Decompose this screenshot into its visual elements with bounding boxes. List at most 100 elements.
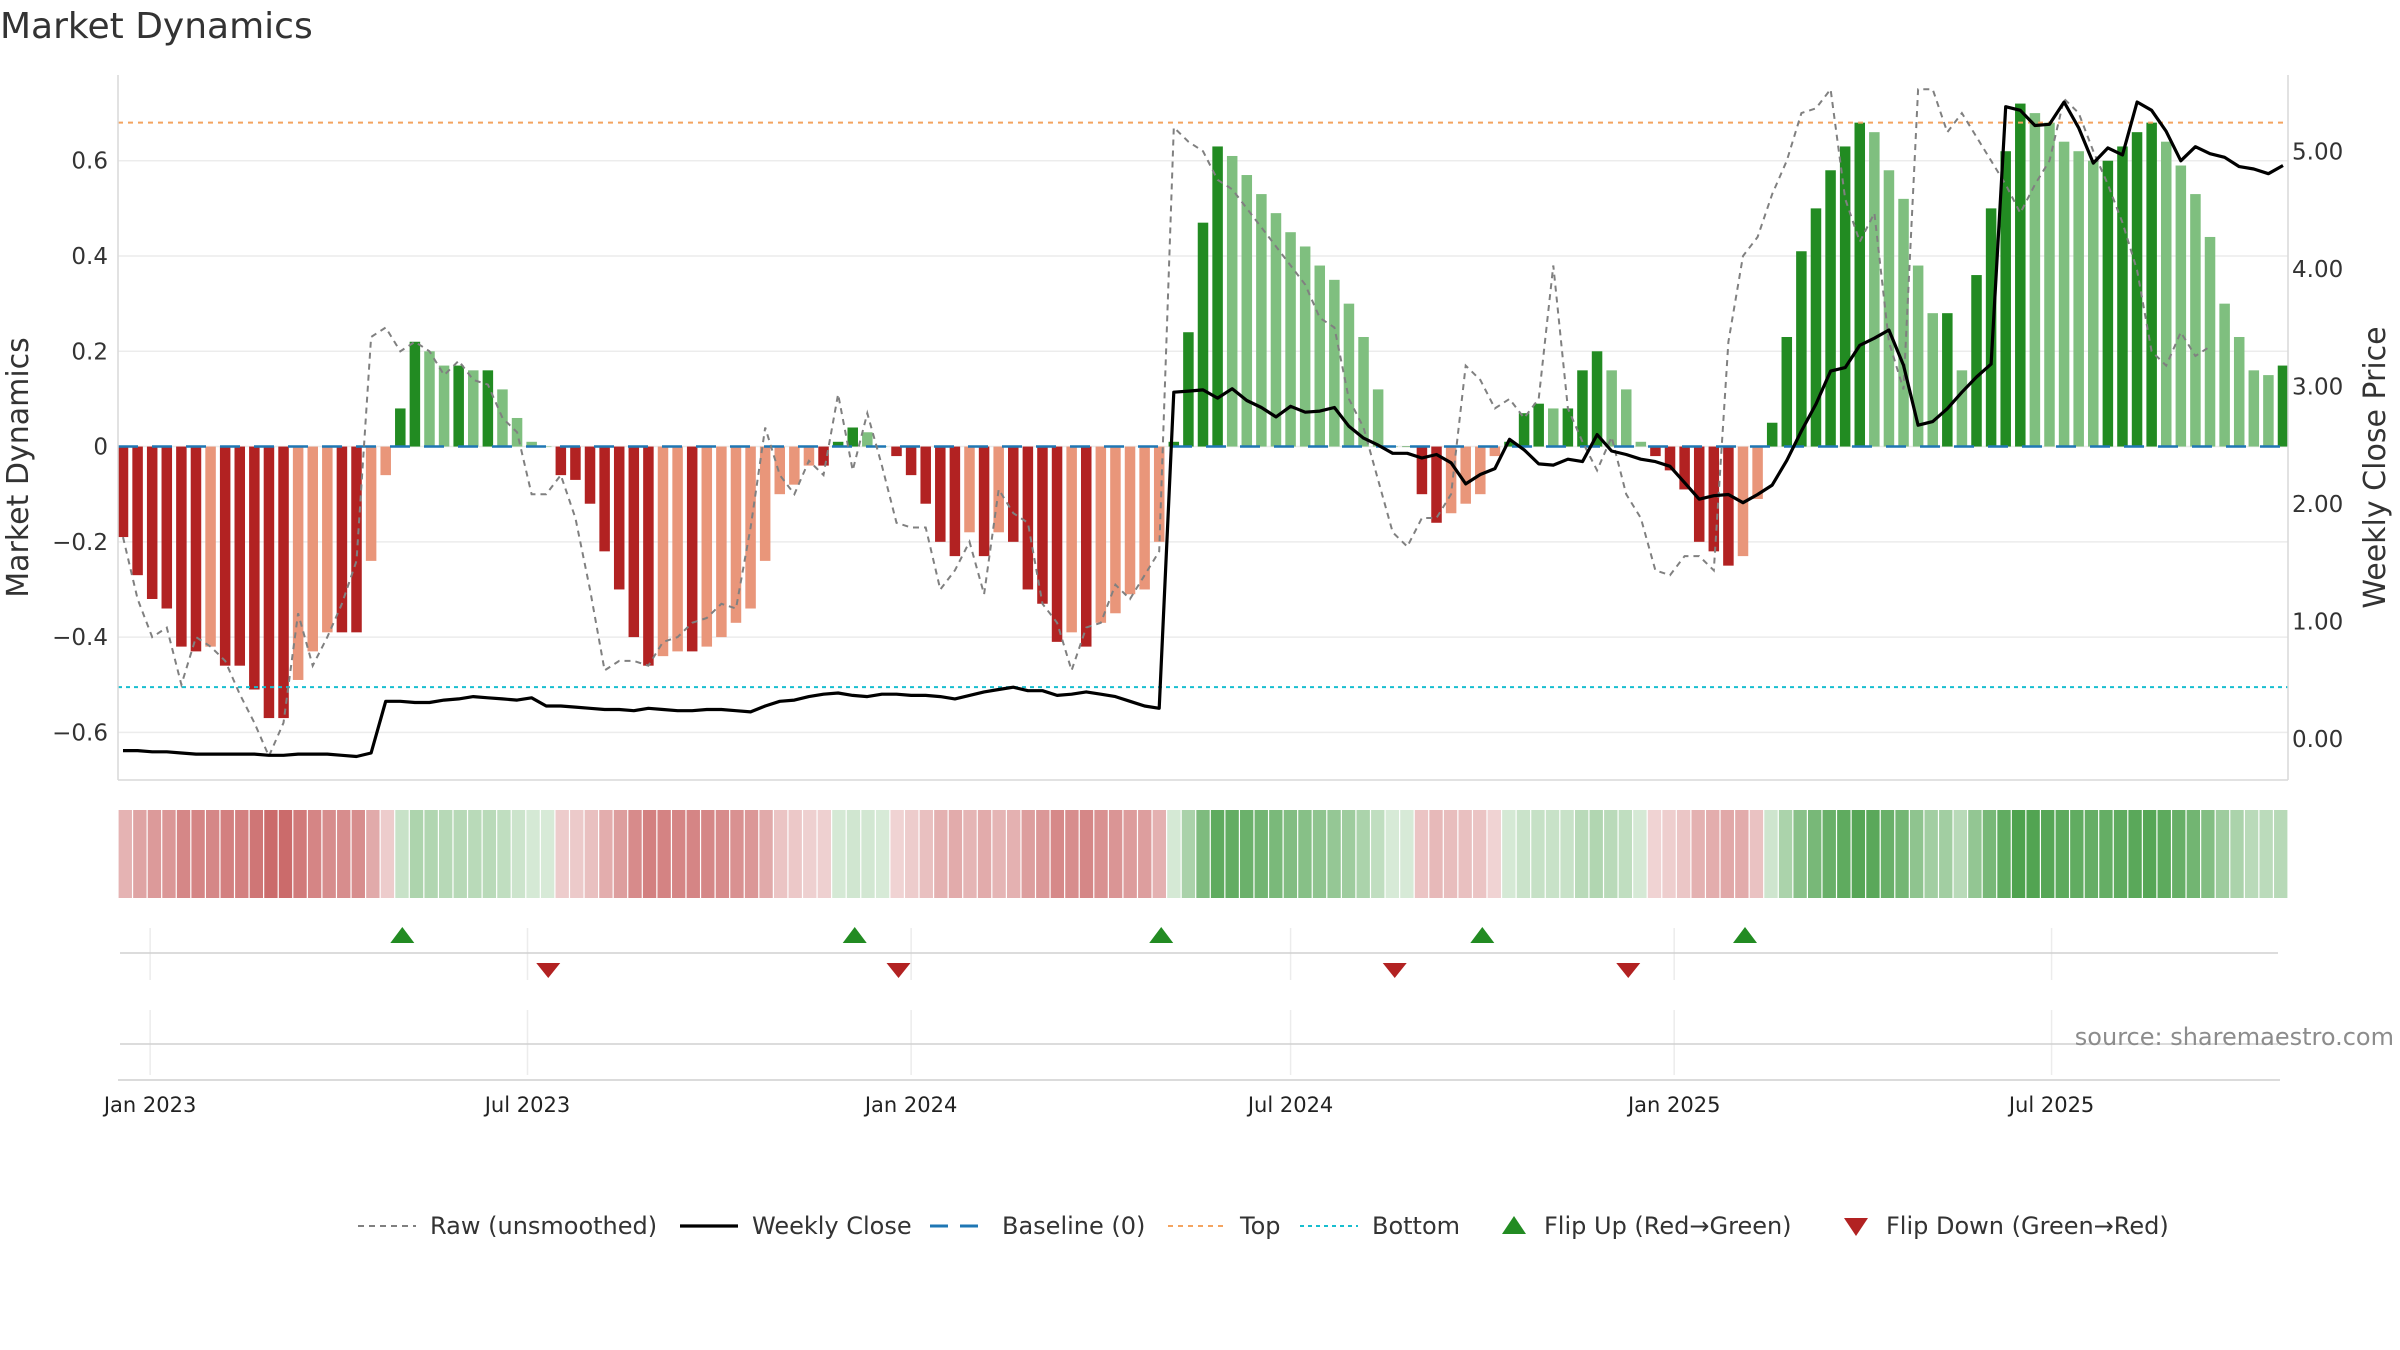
- weekly-close-line: [123, 100, 2284, 759]
- regime-strip: [118, 810, 2288, 898]
- dynamics-bar: [205, 446, 216, 647]
- dynamics-bar: [891, 446, 902, 457]
- y2-tick-label: 0.00: [2292, 727, 2343, 753]
- regime-cell: [1050, 810, 1065, 898]
- dynamics-bar: [1037, 446, 1048, 604]
- regime-cell: [788, 810, 802, 898]
- dynamics-bar: [2000, 151, 2011, 447]
- regime-cell: [526, 810, 540, 898]
- flip-up-marker: [390, 927, 415, 943]
- regime-cell: [2128, 810, 2142, 898]
- regime-cell: [992, 810, 1006, 898]
- regime-cell: [118, 810, 132, 898]
- dynamics-bar: [307, 446, 318, 652]
- dynamics-bar: [1256, 194, 1267, 447]
- regime-cell: [1691, 810, 1705, 898]
- regime-cell: [133, 810, 147, 898]
- y2-tick-label: 3.00: [2292, 374, 2343, 400]
- regime-cell: [948, 810, 963, 898]
- regime-cell: [1837, 810, 1851, 898]
- dynamics-bar: [2160, 141, 2172, 447]
- regime-cell: [1225, 810, 1239, 898]
- legend-swatch: [1502, 1216, 1526, 1234]
- dynamics-bar: [730, 446, 742, 623]
- dynamics-bar: [818, 446, 829, 466]
- dynamics-bar: [1708, 446, 1720, 552]
- dynamics-bar: [1110, 446, 1121, 614]
- dynamics-bar: [2146, 122, 2157, 447]
- dynamics-bar: [920, 446, 931, 504]
- regime-cell: [1735, 810, 1749, 898]
- regime-cell: [1909, 810, 1924, 898]
- source-text: source: sharemaestro.com: [2075, 1023, 2394, 1051]
- dynamics-bar: [2204, 236, 2216, 447]
- legend-label: Raw (unsmoothed): [430, 1212, 657, 1240]
- dynamics-bar: [1898, 198, 1909, 447]
- dynamics-bar: [1723, 446, 1734, 566]
- dynamics-bar: [774, 446, 786, 495]
- dynamics-bar: [468, 370, 479, 447]
- dynamics-bar: [643, 446, 654, 666]
- regime-cell: [1108, 810, 1123, 898]
- regime-cell: [1254, 810, 1268, 898]
- dynamics-bar: [161, 446, 173, 609]
- x-tick-label: Jan 2025: [1626, 1093, 1721, 1117]
- regime-cell: [264, 810, 278, 898]
- dynamics-bar: [1226, 155, 1238, 447]
- regime-cell: [1138, 810, 1152, 898]
- y-tick-label: −0.2: [52, 530, 108, 556]
- regime-cell: [453, 810, 467, 898]
- regime-cell: [570, 810, 584, 898]
- dynamics-bar: [1416, 446, 1428, 495]
- flip-down-marker: [536, 963, 561, 978]
- dynamics-bar: [570, 446, 581, 480]
- y-tick-label: 0.2: [71, 339, 108, 365]
- regime-cell: [1283, 810, 1298, 898]
- x-tick-label: Jan 2023: [102, 1093, 197, 1117]
- regime-cell: [2186, 810, 2201, 898]
- dynamics-bar: [1912, 265, 1924, 447]
- dynamics-bar: [351, 446, 362, 633]
- dynamics-bar: [1956, 370, 1968, 447]
- regime-cell: [701, 810, 715, 898]
- regime-cell: [919, 810, 933, 898]
- regime-cell: [176, 810, 191, 898]
- regime-cell: [1458, 810, 1472, 898]
- dynamics-bar: [1650, 446, 1661, 457]
- dynamics-bar: [2029, 113, 2041, 447]
- dynamics-bar: [1153, 446, 1165, 542]
- regime-cell: [1400, 810, 1414, 898]
- regime-cell: [337, 810, 351, 898]
- dynamics-bar: [2175, 165, 2187, 447]
- dynamics-bar: [292, 446, 304, 680]
- regime-cell: [1196, 810, 1210, 898]
- regime-cell: [1633, 810, 1647, 898]
- regime-cell: [1443, 810, 1458, 898]
- regime-cell: [1385, 810, 1400, 898]
- y2-axis-label: Weekly Close Price: [2358, 326, 2393, 608]
- dynamics-bar: [759, 446, 771, 561]
- regime-cell: [861, 810, 875, 898]
- regime-cell: [1851, 810, 1866, 898]
- flip-markers: [390, 927, 1757, 978]
- regime-cell: [890, 810, 904, 898]
- regime-cell: [1574, 810, 1589, 898]
- regime-cell: [220, 810, 234, 898]
- dynamics-bar: [2015, 103, 2026, 447]
- regime-cell: [744, 810, 759, 898]
- regime-cell: [1531, 810, 1545, 898]
- dynamics-bar: [1679, 446, 1690, 490]
- regime-cell: [2230, 810, 2244, 898]
- dynamics-bar: [1518, 413, 1530, 447]
- regime-cell: [1487, 810, 1501, 898]
- dynamics-bar: [1869, 132, 1880, 447]
- dynamics-bar: [1810, 208, 1822, 447]
- dynamics-bar: [2248, 370, 2260, 447]
- regime-cell: [2142, 810, 2157, 898]
- regime-cell: [672, 810, 686, 898]
- regime-cell: [2157, 810, 2171, 898]
- dynamics-bar: [2058, 141, 2070, 447]
- regime-cell: [803, 810, 817, 898]
- regime-cell: [1036, 810, 1050, 898]
- x-tick-label: Jul 2023: [483, 1093, 570, 1117]
